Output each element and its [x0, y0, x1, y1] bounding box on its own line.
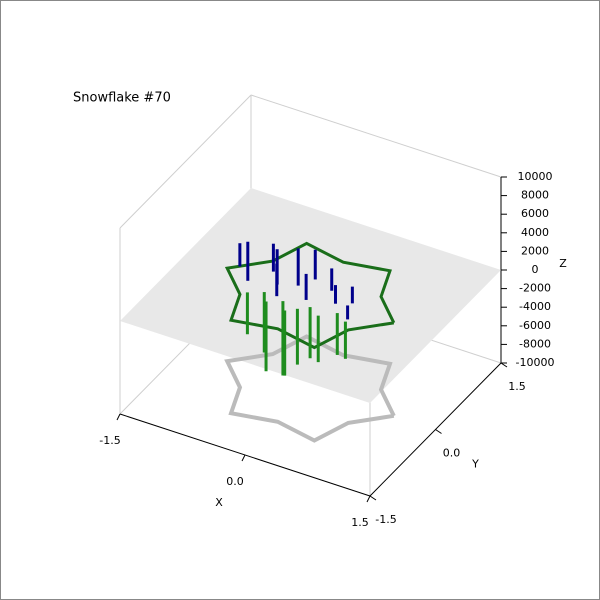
z-tick-label: 4000	[521, 226, 549, 239]
snowflake-outline	[224, 241, 396, 350]
x-tick	[116, 413, 121, 421]
y-tick	[500, 362, 508, 368]
z-tick-label: 10000	[518, 170, 553, 183]
shadow	[224, 334, 396, 443]
pane-edge	[119, 94, 252, 229]
x-tick	[241, 454, 246, 462]
chart-title: Snowflake #70	[73, 91, 171, 106]
y-tick	[435, 429, 442, 434]
y-tick	[369, 495, 377, 501]
z-tick-label: -2000	[519, 282, 551, 295]
z-tick-label: -8000	[519, 337, 551, 350]
x-tick-label: 0.0	[226, 475, 244, 488]
x-tick-label: 1.5	[351, 516, 369, 529]
x-tick-label: -1.5	[99, 434, 120, 447]
z-tick-label: 2000	[521, 244, 549, 257]
y-axis-label: Y	[471, 458, 479, 471]
z-tick-label: 8000	[521, 189, 549, 202]
z-tick-label: 6000	[521, 207, 549, 220]
y-tick-label: 1.5	[508, 380, 526, 393]
z-tick-label: -4000	[519, 300, 551, 313]
z-plane	[120, 188, 501, 403]
z-axis-label: Z	[559, 257, 567, 270]
y-tick-label: 0.0	[443, 447, 461, 460]
z-tick-label: -6000	[519, 319, 551, 332]
z-tick-label: -10000	[516, 356, 555, 369]
pane-edge	[250, 94, 502, 178]
y-tick-label: -1.5	[375, 513, 396, 526]
z-tick-label: 0	[532, 263, 539, 276]
x-tick	[366, 495, 371, 503]
x-axis-label: X	[215, 496, 223, 509]
